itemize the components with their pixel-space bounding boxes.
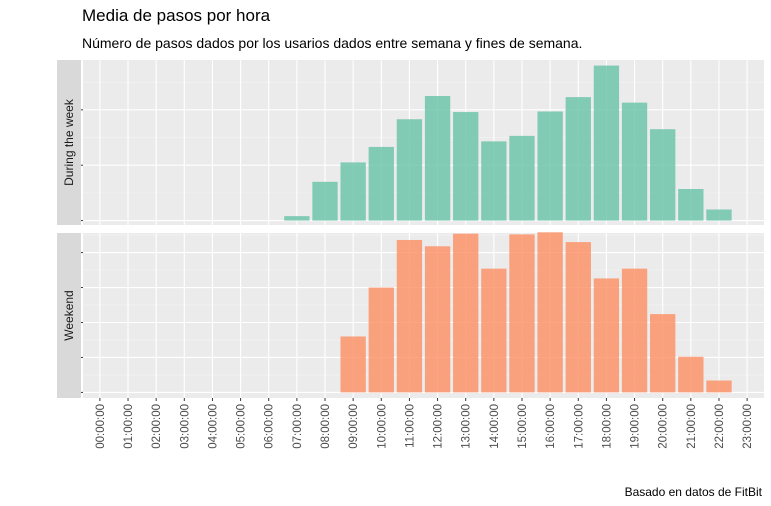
bar — [340, 336, 366, 393]
x-tick-label: 14:00:00 — [489, 404, 501, 449]
x-tick-label: 00:00:00 — [95, 404, 107, 449]
x-tick-label: 03:00:00 — [179, 404, 191, 449]
x-tick-label: 04:00:00 — [207, 404, 219, 449]
x-tick-label: 23:00:00 — [742, 404, 754, 449]
bar — [453, 233, 479, 393]
facet-strip — [57, 60, 81, 225]
chart-caption: Basado en datos de FitBit — [624, 485, 762, 499]
bar — [481, 268, 507, 393]
bar — [481, 141, 507, 221]
bar — [509, 135, 535, 221]
bar — [284, 216, 310, 221]
bar — [368, 146, 394, 221]
bar — [537, 232, 563, 393]
bar — [424, 246, 451, 393]
facet-label: Weekend — [62, 290, 76, 340]
bar — [312, 181, 338, 221]
x-tick-label: 10:00:00 — [376, 404, 388, 449]
bar — [565, 97, 591, 221]
x-tick-label: 18:00:00 — [601, 404, 613, 449]
bar — [678, 189, 704, 221]
x-tick-label: 16:00:00 — [545, 404, 557, 449]
bar — [706, 380, 732, 393]
bar — [706, 209, 732, 221]
bar — [396, 119, 423, 221]
chart-subtitle: Número de pasos dados por los usarios da… — [82, 35, 583, 51]
x-tick-label: 05:00:00 — [236, 404, 248, 449]
x-tick-label: 21:00:00 — [686, 404, 698, 449]
x-tick-label: 01:00:00 — [123, 404, 135, 449]
bar — [509, 234, 535, 393]
x-tick-label: 08:00:00 — [320, 404, 332, 449]
x-tick-label: 19:00:00 — [630, 404, 642, 449]
x-tick-label: 12:00:00 — [433, 404, 445, 449]
bar — [650, 129, 676, 221]
x-tick-label: 02:00:00 — [151, 404, 163, 449]
bar — [678, 356, 704, 393]
x-tick-label: 09:00:00 — [348, 404, 360, 449]
bar — [396, 239, 423, 393]
x-tick-label: 13:00:00 — [461, 404, 473, 449]
bar — [621, 268, 648, 393]
bar — [424, 95, 451, 221]
bar — [537, 111, 563, 221]
x-tick-label: 22:00:00 — [714, 404, 726, 449]
facet-label: During the week — [62, 98, 76, 186]
bar — [593, 278, 620, 393]
x-tick-label: 06:00:00 — [264, 404, 276, 449]
bar — [650, 314, 676, 393]
bar — [565, 242, 591, 393]
bar — [621, 102, 648, 221]
x-tick-label: 17:00:00 — [573, 404, 585, 449]
x-tick-label: 20:00:00 — [658, 404, 670, 449]
x-tick-label: 11:00:00 — [404, 404, 416, 448]
x-tick-label: 15:00:00 — [517, 404, 529, 449]
chart-title: Media de pasos por hora — [82, 6, 271, 25]
x-tick-label: 07:00:00 — [292, 404, 304, 449]
facet-strip — [57, 233, 81, 398]
bar — [453, 112, 479, 221]
bar — [593, 65, 620, 221]
bar — [340, 162, 366, 221]
bar — [368, 287, 394, 393]
